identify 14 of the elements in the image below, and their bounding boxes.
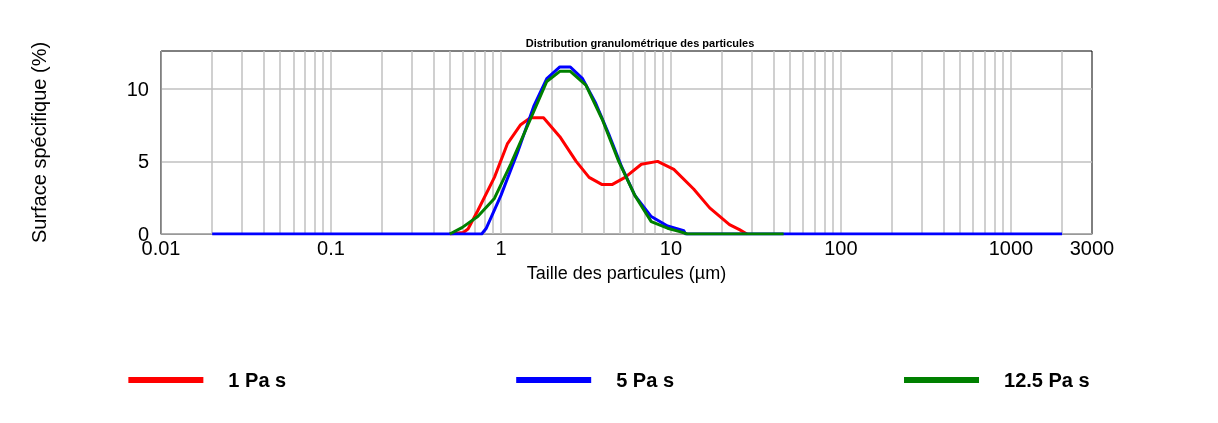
x-tick-label: 3000 <box>1069 237 1115 259</box>
x-tick-label: 1000 <box>988 237 1034 259</box>
y-axis-title: Surface spécifique (%) <box>28 41 50 244</box>
y-tick-label: 10 <box>126 77 149 100</box>
x-tick-label: 100 <box>824 237 858 259</box>
chart-title: Distribution granulométrique des particules <box>525 36 755 49</box>
x-tick-label: 10 <box>659 237 683 259</box>
legend-label: 1 Pa s <box>228 369 287 391</box>
x-axis-title: Taille des particules (µm) <box>526 263 727 283</box>
x-tick-label: 0.1 <box>317 237 345 259</box>
legend-label: 5 Pa s <box>616 369 675 391</box>
y-tick-label: 5 <box>137 150 149 173</box>
legend-label: 12.5 Pa s <box>1004 369 1090 391</box>
x-tick-label: 1 <box>495 237 507 259</box>
